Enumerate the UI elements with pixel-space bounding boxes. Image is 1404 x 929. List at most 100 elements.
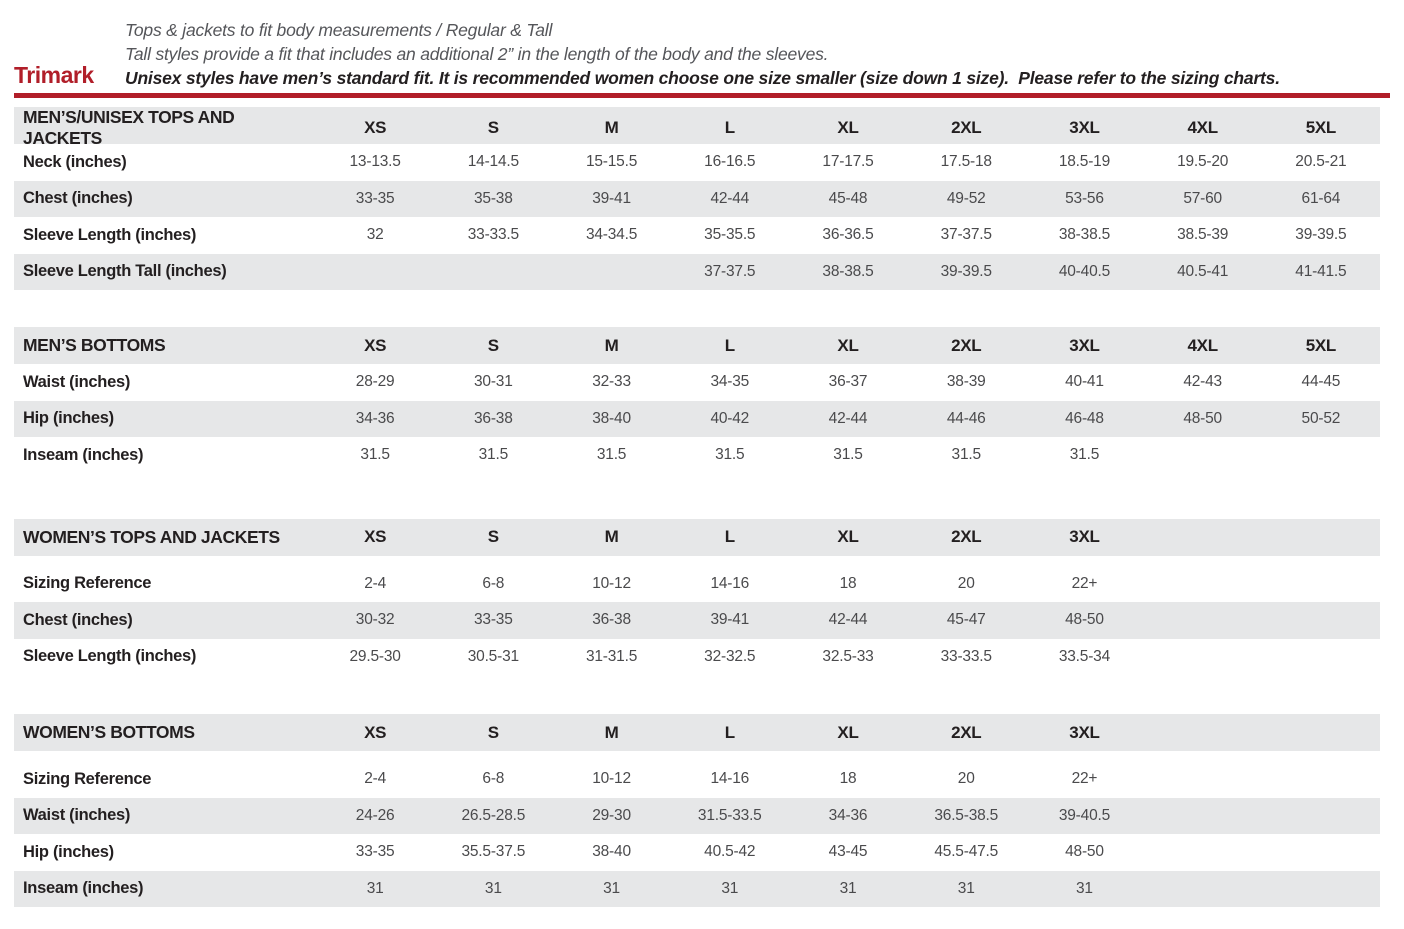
size-value: 19.5-20 [1177, 153, 1229, 171]
size-value: 16-16.5 [704, 153, 756, 171]
size-value: 36-36.5 [822, 226, 874, 244]
table-row: Hip (inches) 34-36 36-38 38-40 40-42 42-44 44-… [14, 400, 1380, 437]
size-value: 32-32.5 [704, 647, 756, 665]
size-column-header: XS [364, 527, 387, 546]
size-value: 38-39 [946, 373, 986, 391]
size-value: 36.5-38.5 [934, 806, 999, 824]
table-header-row: MEN’S BOTTOMS XS S M L XL 2XL 3XL 4XL 5XL [14, 327, 1380, 364]
table-header-row: WOMEN’S TOPS AND JACKETS XS S M L XL 2XL 3XL [14, 518, 1380, 556]
size-column-header: M [604, 527, 619, 546]
size-value: 42-44 [828, 611, 868, 629]
size-value: 31 [484, 879, 502, 897]
size-value: 48-50 [1065, 611, 1104, 629]
intro-line-3: Unisex styles have men’s standard fit. I… [125, 68, 1280, 88]
size-value: 33-33.5 [467, 226, 519, 244]
size-value: 17.5-18 [940, 153, 992, 171]
size-value: 41-41.5 [1295, 262, 1347, 280]
size-value: 31 [721, 879, 739, 897]
size-value: 31 [957, 879, 975, 897]
size-value: 2-4 [364, 574, 387, 592]
size-column-header: 5XL [1305, 335, 1337, 355]
row-label: Sizing Reference [23, 769, 152, 788]
size-value: 38-38.5 [822, 262, 874, 280]
intro-text-block: Tops & jackets to fit body measurements … [125, 18, 1390, 90]
size-value: 38-40 [592, 843, 631, 861]
size-column-header: 4XL [1187, 335, 1219, 355]
row-label: Chest (inches) [23, 189, 133, 208]
row-label: Chest (inches) [23, 610, 133, 629]
size-value: 32 [366, 226, 384, 244]
size-value: 33-33.5 [940, 647, 992, 665]
size-value: 31.5 [951, 446, 982, 464]
size-column-header: XS [364, 118, 387, 137]
size-value: 35-35.5 [704, 226, 756, 244]
size-value: 37-37.5 [940, 226, 992, 244]
row-label: Sleeve Length Tall (inches) [23, 262, 227, 281]
table-row: Sleeve Length (inches) 32 33-33.5 34-34.5 35… [14, 217, 1380, 254]
row-label: Inseam (inches) [23, 879, 144, 898]
size-value: 53-56 [1065, 189, 1104, 207]
size-value: 42-44 [710, 189, 750, 207]
table-womens-bottoms: WOMEN’S BOTTOMS XS S M L XL 2XL 3XL Sizing Refer… [14, 714, 1380, 907]
size-value: 37-37.5 [704, 262, 756, 280]
size-column-header: 4XL [1187, 118, 1219, 137]
size-value: 34-34.5 [585, 226, 638, 244]
table-row: Inseam (inches) 31 31 31 31 31 31 31 [14, 870, 1380, 907]
size-value: 36-38 [592, 611, 631, 629]
row-label: Hip (inches) [23, 409, 114, 428]
size-value: 31.5 [833, 446, 863, 464]
size-value: 6-8 [482, 574, 505, 592]
size-column-header: S [487, 527, 499, 546]
size-value: 34-35 [710, 373, 750, 391]
size-value: 31.5 [1069, 446, 1100, 464]
table-row: Sleeve Length (inches) 29.5-30 30.5-31 31-3… [14, 639, 1380, 676]
size-value: 45-47 [946, 611, 986, 629]
size-value: 29.5-30 [349, 647, 401, 665]
size-value: 36-37 [828, 373, 868, 391]
size-column-header: 3XL [1069, 118, 1100, 137]
size-value: 38.5-39 [1177, 226, 1229, 244]
table-row: Sizing Reference 2-4 6-8 10-12 14-16 18 20 22+ [14, 761, 1380, 798]
size-value: 49-52 [946, 189, 986, 207]
size-value: 45.5-47.5 [934, 843, 999, 861]
size-column-header: L [724, 335, 735, 355]
table-row: Sizing Reference 2-4 6-8 10-12 14-16 18 20 22+ [14, 566, 1380, 603]
size-value: 32.5-33 [822, 647, 874, 665]
size-column-header: 5XL [1305, 118, 1337, 137]
size-value: 40-42 [710, 409, 750, 427]
size-value: 22+ [1071, 574, 1098, 592]
size-value: 31.5 [596, 446, 627, 464]
intro-line-2: Tall styles provide a fit that includes … [125, 44, 829, 64]
size-value: 43-45 [828, 843, 868, 861]
size-value: 14-16 [710, 770, 750, 788]
size-column-header: S [487, 335, 499, 355]
row-label: Sleeve Length (inches) [23, 225, 197, 244]
table-title: WOMEN’S TOPS AND JACKETS [23, 526, 280, 547]
size-column-header: M [604, 118, 619, 137]
size-value: 40.5-42 [704, 843, 756, 861]
size-value: 14-14.5 [467, 153, 519, 171]
table-title: MEN’S BOTTOMS [23, 335, 166, 355]
size-value: 39-41 [592, 189, 631, 207]
table-mens-unisex-tops-and-jackets: MEN’S/UNISEX TOPS AND JACKETS XS S M L XL 2XL 3… [14, 107, 1380, 290]
size-column-header: L [724, 722, 735, 742]
table-row: Inseam (inches) 31.5 31.5 31.5 31.5 31.5 31.5 3… [14, 437, 1380, 474]
size-column-header: XS [364, 722, 387, 742]
size-value: 31.5 [715, 446, 745, 464]
size-value: 28-29 [355, 373, 395, 391]
table-womens-tops-and-jackets: WOMEN’S TOPS AND JACKETS XS S M L XL 2XL 3XL Siz… [14, 518, 1380, 676]
size-value: 24-26 [355, 806, 395, 824]
size-value: 2-4 [364, 770, 387, 788]
size-value: 50-52 [1301, 409, 1341, 427]
size-value: 46-48 [1065, 409, 1104, 427]
size-value: 31 [1076, 879, 1093, 897]
size-value: 32-33 [592, 373, 631, 391]
row-label: Waist (inches) [23, 806, 131, 825]
table-row: Sleeve Length Tall (inches) 37-37.5 38-38.… [14, 253, 1380, 290]
size-value: 33.5-34 [1058, 647, 1111, 665]
size-column-header: L [724, 118, 735, 137]
size-value: 20 [957, 770, 975, 788]
size-value: 30-32 [355, 611, 395, 629]
size-value: 40-40.5 [1058, 262, 1111, 280]
size-value: 10-12 [592, 770, 631, 788]
